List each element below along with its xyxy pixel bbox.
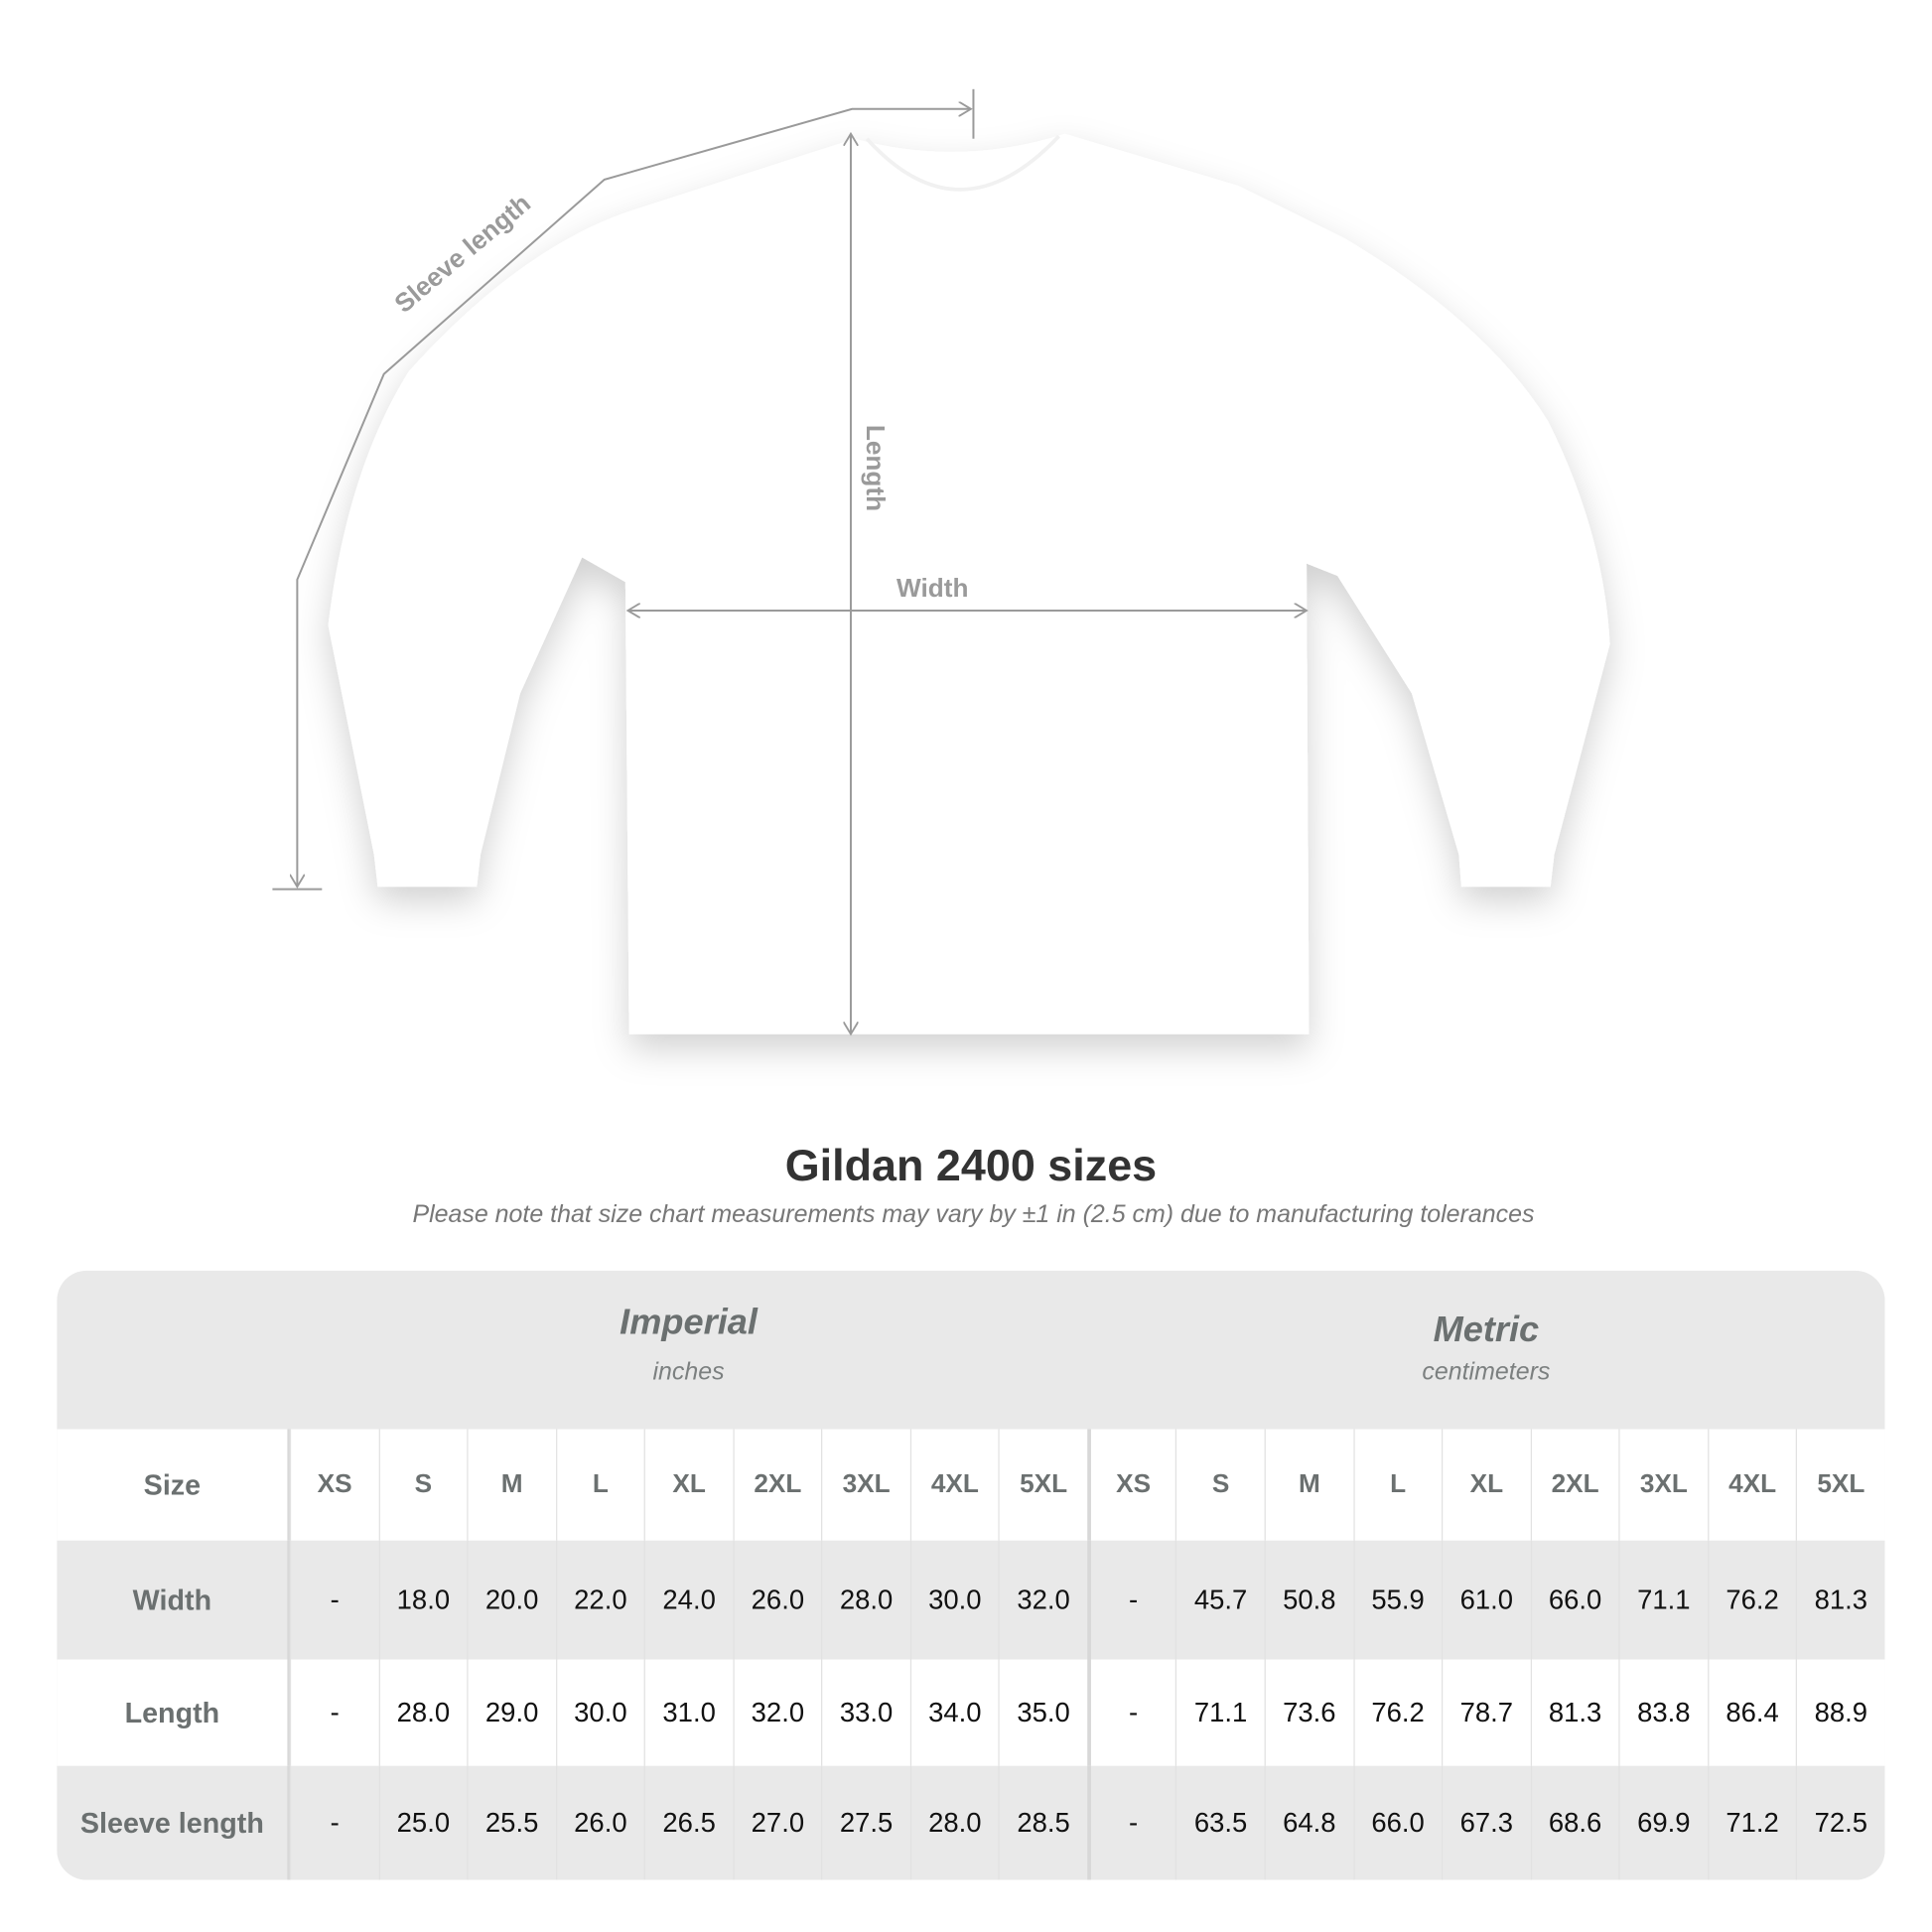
value-cell: 26.0 bbox=[733, 1540, 821, 1660]
size-header-cell: 3XL bbox=[1618, 1429, 1708, 1541]
table-row: Sleeve length -25.0 25.5 26.0 26.5 27.0 27.5 28… bbox=[57, 1765, 1885, 1880]
value-cell: 67.3 bbox=[1442, 1765, 1530, 1880]
value-cell: 28.0 bbox=[909, 1765, 999, 1880]
value-cell: 25.0 bbox=[378, 1765, 467, 1880]
value-cell: 76.2 bbox=[1707, 1540, 1796, 1660]
imperial-unit: inches bbox=[652, 1358, 725, 1386]
size-header-cell: 4XL bbox=[909, 1429, 999, 1541]
value-cell: - bbox=[289, 1659, 378, 1766]
metric-title: Metric bbox=[1433, 1310, 1540, 1350]
length-label: Length bbox=[861, 425, 891, 511]
value-cell: 28.0 bbox=[821, 1540, 909, 1660]
value-cell: 86.4 bbox=[1707, 1659, 1796, 1766]
value-cell: 66.0 bbox=[1352, 1765, 1442, 1880]
measure-lines bbox=[272, 88, 1307, 1035]
size-header-cell: 3XL bbox=[821, 1429, 909, 1541]
value-cell: 24.0 bbox=[643, 1540, 733, 1660]
size-header-cell: S bbox=[378, 1429, 467, 1541]
value-cell: 35.0 bbox=[998, 1659, 1087, 1766]
table-row: Width -18.0 20.0 22.0 24.0 26.0 28.0 30.0 32.0-4… bbox=[57, 1540, 1885, 1660]
size-header-cell: XL bbox=[643, 1429, 733, 1541]
shirt-diagram: Sleeve length Length Width bbox=[272, 88, 1610, 1090]
value-cell: - bbox=[1087, 1659, 1175, 1766]
value-cell: 45.7 bbox=[1175, 1540, 1264, 1660]
value-cell: 69.9 bbox=[1618, 1765, 1708, 1880]
value-cell: 26.0 bbox=[555, 1765, 644, 1880]
value-cell: 30.0 bbox=[555, 1659, 644, 1766]
imperial-header: Imperial inches bbox=[290, 1303, 1087, 1387]
value-cell: 28.5 bbox=[998, 1765, 1087, 1880]
value-cell: 34.0 bbox=[909, 1659, 999, 1766]
value-cell: 28.0 bbox=[378, 1659, 467, 1766]
value-cell: 66.0 bbox=[1530, 1540, 1618, 1660]
value-cell: 81.3 bbox=[1530, 1659, 1618, 1766]
value-cell: 68.6 bbox=[1530, 1765, 1618, 1880]
value-cell: 88.9 bbox=[1796, 1659, 1884, 1766]
size-header-cell: M bbox=[1264, 1429, 1353, 1541]
value-cell: 83.8 bbox=[1618, 1659, 1708, 1766]
value-cell: 63.5 bbox=[1175, 1765, 1264, 1880]
value-cell: 72.5 bbox=[1796, 1765, 1884, 1880]
value-cell: 33.0 bbox=[821, 1659, 909, 1766]
size-header-cell: 5XL bbox=[998, 1429, 1087, 1541]
value-cell: - bbox=[289, 1540, 378, 1660]
width-label: Width bbox=[897, 573, 968, 603]
size-header-cell: 2XL bbox=[1530, 1429, 1618, 1541]
value-cell: 26.5 bbox=[643, 1765, 733, 1880]
value-cell: 81.3 bbox=[1796, 1540, 1884, 1660]
size-header-cell: S bbox=[1175, 1429, 1264, 1541]
metric-header: Metric centimeters bbox=[1087, 1311, 1884, 1387]
size-header-cell: XS bbox=[1087, 1429, 1175, 1541]
row-label: Size bbox=[57, 1429, 290, 1541]
size-header-cell: XS bbox=[289, 1429, 378, 1541]
size-header-cell: 4XL bbox=[1707, 1429, 1796, 1541]
sleeve-measure-line bbox=[297, 109, 971, 887]
size-header-cell: XL bbox=[1442, 1429, 1530, 1541]
size-header-cell: M bbox=[467, 1429, 555, 1541]
metric-unit: centimeters bbox=[1422, 1358, 1551, 1386]
value-cell: 71.2 bbox=[1707, 1765, 1796, 1880]
size-header-cell: 2XL bbox=[733, 1429, 821, 1541]
page-subtitle: Please note that size chart measurements… bbox=[412, 1200, 1535, 1229]
value-cell: 27.0 bbox=[733, 1765, 821, 1880]
value-cell: 32.0 bbox=[998, 1540, 1087, 1660]
size-header-cell: 5XL bbox=[1796, 1429, 1884, 1541]
value-cell: 29.0 bbox=[467, 1659, 555, 1766]
shirt-shape bbox=[328, 133, 1610, 1035]
value-cell: 27.5 bbox=[821, 1765, 909, 1880]
value-cell: 31.0 bbox=[643, 1659, 733, 1766]
value-cell: 64.8 bbox=[1264, 1765, 1353, 1880]
value-cell: 73.6 bbox=[1264, 1659, 1353, 1766]
value-cell: 76.2 bbox=[1352, 1659, 1442, 1766]
value-cell: - bbox=[1087, 1540, 1175, 1660]
size-header-cell: L bbox=[1352, 1429, 1442, 1541]
value-cell: 30.0 bbox=[909, 1540, 999, 1660]
value-cell: 18.0 bbox=[378, 1540, 467, 1660]
value-cell: 55.9 bbox=[1352, 1540, 1442, 1660]
value-cell: - bbox=[289, 1765, 378, 1880]
row-label: Length bbox=[57, 1659, 290, 1766]
size-table: Imperial inches Metric centimeters Size X… bbox=[57, 1270, 1885, 1880]
value-cell: 50.8 bbox=[1264, 1540, 1353, 1660]
page-title: Gildan 2400 sizes bbox=[784, 1139, 1158, 1190]
value-cell: 25.5 bbox=[467, 1765, 555, 1880]
row-label: Sleeve length bbox=[57, 1765, 290, 1880]
imperial-title: Imperial bbox=[620, 1303, 758, 1343]
value-cell: 32.0 bbox=[733, 1659, 821, 1766]
row-label: Width bbox=[57, 1540, 290, 1660]
value-cell: 22.0 bbox=[555, 1540, 644, 1660]
table-row: Length -28.0 29.0 30.0 31.0 32.0 33.0 34.0 35.0-… bbox=[57, 1659, 1885, 1766]
table-header: Imperial inches Metric centimeters bbox=[57, 1271, 1884, 1430]
value-cell: 78.7 bbox=[1442, 1659, 1530, 1766]
size-header-row: Size XS S M L XL 2XL 3XL 4XL 5XL XS S M L XL 2XL 3XL 4XL 5… bbox=[57, 1429, 1885, 1541]
size-header-cell: L bbox=[555, 1429, 644, 1541]
value-cell: 20.0 bbox=[467, 1540, 555, 1660]
value-cell: 71.1 bbox=[1618, 1540, 1708, 1660]
value-cell: 71.1 bbox=[1175, 1659, 1264, 1766]
value-cell: - bbox=[1087, 1765, 1175, 1880]
value-cell: 61.0 bbox=[1442, 1540, 1530, 1660]
